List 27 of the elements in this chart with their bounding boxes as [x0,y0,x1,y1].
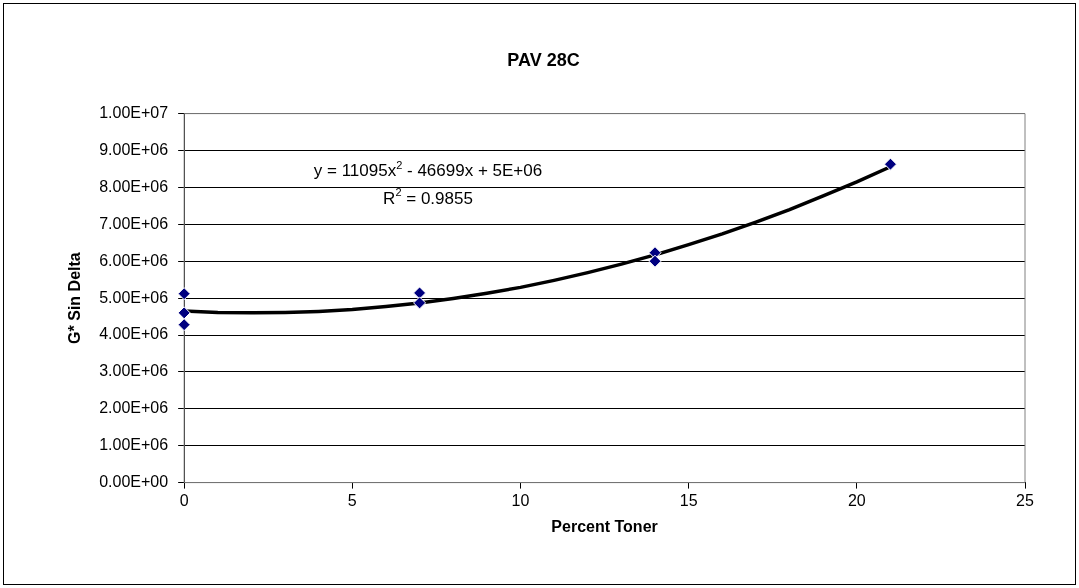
x-tick-label: 10 [511,491,530,509]
y-tick-label: 9.00E+06 [99,140,169,158]
y-tick-label: 7.00E+06 [99,214,169,232]
y-axis-title: G* Sin Delta [66,252,84,344]
x-tick-label: 0 [179,491,189,509]
y-tick-label: 6.00E+06 [99,251,169,269]
x-tick-label: 20 [847,491,866,509]
x-tick-label: 5 [347,491,357,509]
y-tick-label: 5.00E+06 [99,288,169,306]
x-tick-label: 15 [679,491,698,509]
point [177,318,191,332]
point [177,306,191,320]
y-tick-label: 0.00E+00 [99,473,169,491]
y-tick-label: 2.00E+06 [99,399,169,417]
point [413,296,427,310]
point [648,254,662,268]
y-tick-label: 1.00E+06 [99,436,169,454]
x-axis-title: Percent Toner [551,517,658,535]
y-tick-label: 8.00E+06 [99,177,169,195]
point [883,157,897,171]
point [177,287,191,301]
chart-title: PAV 28C [507,49,580,70]
y-tick-label: 4.00E+06 [99,325,169,343]
y-tick-label: 3.00E+06 [99,362,169,380]
y-tick-label: 1.00E+07 [99,104,169,122]
x-tick-label: 25 [1016,491,1034,509]
point [413,286,427,300]
